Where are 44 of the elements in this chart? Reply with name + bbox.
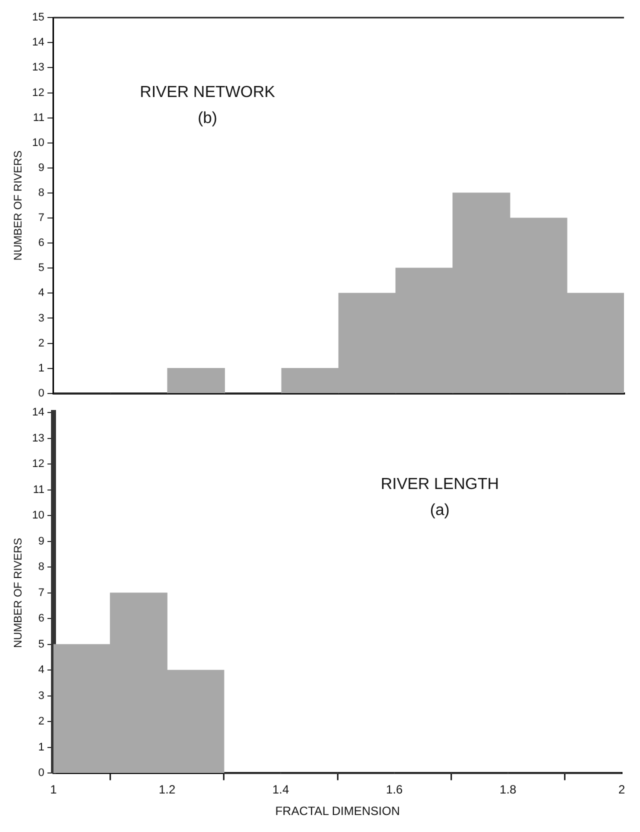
y-tick-label: 11 — [33, 484, 44, 496]
annotation: (b) — [198, 110, 218, 128]
y-tick-label: 10 — [32, 136, 44, 149]
y-tick-label: 13 — [32, 62, 44, 74]
y-tick-label: 5 — [38, 262, 44, 274]
y-tick-label: 2 — [38, 337, 44, 350]
y-tick-label: 13 — [32, 432, 44, 444]
y-tick-label: 0 — [38, 387, 44, 400]
x-tick-label: 1.8 — [500, 782, 517, 797]
annotation: RIVER LENGTH — [380, 476, 499, 494]
y-tick-label: 3 — [38, 312, 44, 324]
y-tick-label: 1 — [38, 741, 44, 754]
y-tick-label: 6 — [38, 237, 44, 250]
y-tick-label: 5 — [38, 638, 44, 650]
annotation: (a) — [430, 502, 450, 520]
y-tick-label: 6 — [38, 612, 44, 625]
y-tick-label: 9 — [38, 162, 44, 174]
y-tick-label: 14 — [32, 406, 44, 419]
y-tick-label: 7 — [38, 212, 44, 224]
y-tick-label: 2 — [38, 716, 44, 728]
y-tick-label: 0 — [38, 767, 44, 780]
y-axis-title: NUMBER OF RIVERS — [12, 150, 25, 261]
x-tick-label: 1.6 — [386, 782, 404, 797]
y-tick-label: 12 — [32, 86, 44, 99]
y-tick-label: 11 — [33, 112, 44, 124]
y-axis-title: NUMBER OF RIVERS — [12, 538, 25, 648]
y-tick-label: 12 — [32, 458, 44, 470]
y-tick-label: 10 — [32, 510, 44, 522]
y-tick-label: 8 — [38, 561, 44, 574]
y-tick-label: 1 — [38, 362, 44, 374]
y-tick-label: 8 — [38, 187, 44, 200]
x-tick-label: 1 — [50, 782, 58, 797]
x-axis-title: FRACTAL DIMENSION — [275, 804, 400, 818]
y-tick-label: 7 — [38, 586, 44, 599]
y-tick-label: 15 — [32, 12, 44, 24]
y-tick-label: 14 — [32, 36, 44, 49]
y-tick-label: 4 — [38, 664, 44, 676]
x-tick-label: 1.2 — [158, 782, 176, 797]
annotation: RIVER NETWORK — [140, 84, 276, 102]
x-tick-label: 1.4 — [272, 782, 290, 797]
y-tick-label: 9 — [38, 535, 44, 548]
y-tick-label: 3 — [38, 690, 44, 702]
y-tick-label: 4 — [38, 287, 44, 300]
x-tick-label: 2 — [618, 782, 626, 797]
